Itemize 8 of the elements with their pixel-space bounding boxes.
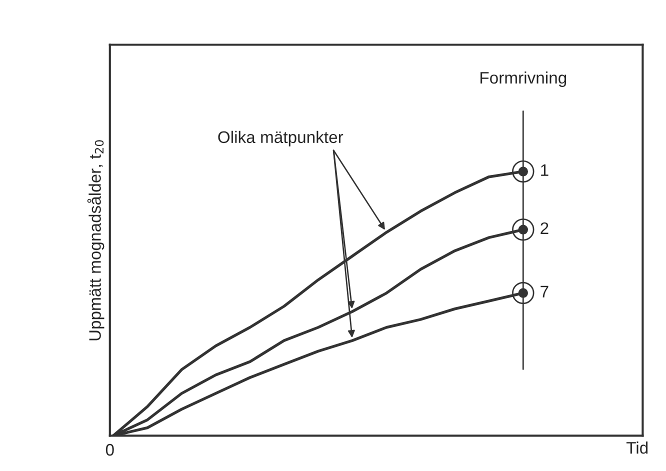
- text: 0: [106, 444, 114, 456]
- series-label: 2: [540, 222, 548, 234]
- series-label: 7: [540, 286, 548, 298]
- text: Olika mätpunkter: [218, 130, 344, 146]
- x-axis-title: Tid: [626, 442, 648, 454]
- series-label: 1: [541, 164, 548, 176]
- text: Formrivning: [480, 71, 566, 88]
- y-axis-title: Uppmätt mognadsålder, t$_{20}$: [87, 140, 104, 340]
